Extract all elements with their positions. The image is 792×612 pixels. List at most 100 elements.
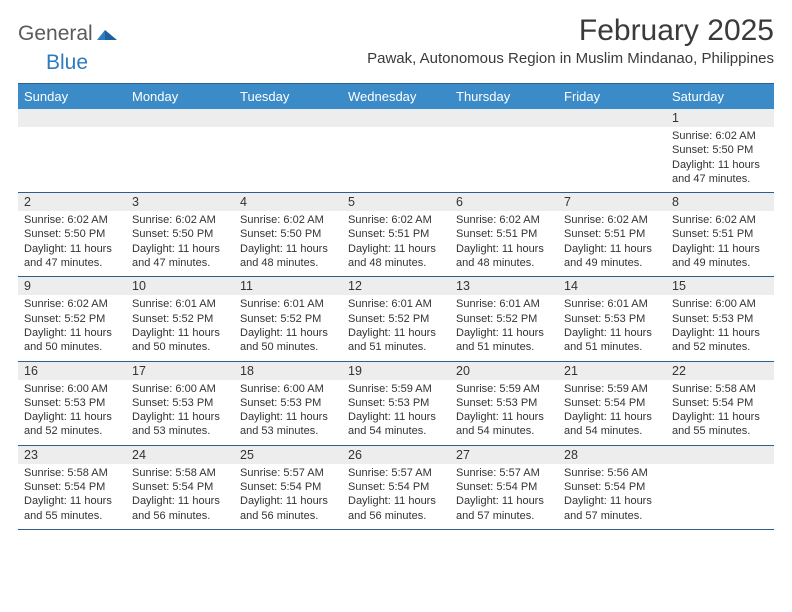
- day-cell: Sunrise: 6:02 AMSunset: 5:51 PMDaylight:…: [666, 211, 774, 276]
- sunset-text: Sunset: 5:54 PM: [564, 480, 660, 494]
- content-row: Sunrise: 6:02 AMSunset: 5:50 PMDaylight:…: [18, 211, 774, 276]
- daylight-text: Daylight: 11 hours and 57 minutes.: [456, 494, 552, 523]
- daynum-cell: 22: [666, 362, 774, 380]
- daynum-cell: 23: [18, 446, 126, 464]
- sunset-text: Sunset: 5:54 PM: [24, 480, 120, 494]
- sunrise-text: Sunrise: 6:02 AM: [24, 213, 120, 227]
- month-title: February 2025: [367, 14, 774, 48]
- daylight-text: Daylight: 11 hours and 49 minutes.: [672, 242, 768, 271]
- daylight-text: Daylight: 11 hours and 50 minutes.: [240, 326, 336, 355]
- daynum-cell: 4: [234, 193, 342, 211]
- day-cell: [126, 127, 234, 192]
- daynum-cell: [342, 109, 450, 127]
- day-header-saturday: Saturday: [666, 84, 774, 109]
- sunset-text: Sunset: 5:52 PM: [240, 312, 336, 326]
- day-cell: Sunrise: 6:02 AMSunset: 5:51 PMDaylight:…: [342, 211, 450, 276]
- day-cell: Sunrise: 5:57 AMSunset: 5:54 PMDaylight:…: [234, 464, 342, 529]
- day-cell: Sunrise: 5:57 AMSunset: 5:54 PMDaylight:…: [450, 464, 558, 529]
- day-cell: Sunrise: 6:00 AMSunset: 5:53 PMDaylight:…: [234, 380, 342, 445]
- sunset-text: Sunset: 5:54 PM: [456, 480, 552, 494]
- daynum-cell: 2: [18, 193, 126, 211]
- content-row: Sunrise: 6:02 AMSunset: 5:50 PMDaylight:…: [18, 127, 774, 192]
- daynum-cell: 14: [558, 277, 666, 295]
- day-cell: Sunrise: 6:00 AMSunset: 5:53 PMDaylight:…: [126, 380, 234, 445]
- sunset-text: Sunset: 5:51 PM: [672, 227, 768, 241]
- sunrise-text: Sunrise: 6:01 AM: [348, 297, 444, 311]
- week-block: 16171819202122Sunrise: 6:00 AMSunset: 5:…: [18, 362, 774, 446]
- content-row: Sunrise: 6:00 AMSunset: 5:53 PMDaylight:…: [18, 380, 774, 445]
- sunset-text: Sunset: 5:52 PM: [456, 312, 552, 326]
- daylight-text: Daylight: 11 hours and 51 minutes.: [564, 326, 660, 355]
- day-header-friday: Friday: [558, 84, 666, 109]
- daynum-cell: 26: [342, 446, 450, 464]
- sunset-text: Sunset: 5:52 PM: [348, 312, 444, 326]
- daynum-cell: 9: [18, 277, 126, 295]
- daynum-cell: 27: [450, 446, 558, 464]
- daynum-cell: 7: [558, 193, 666, 211]
- day-cell: Sunrise: 5:59 AMSunset: 5:54 PMDaylight:…: [558, 380, 666, 445]
- title-block: February 2025 Pawak, Autonomous Region i…: [367, 14, 774, 67]
- sunrise-text: Sunrise: 6:02 AM: [672, 213, 768, 227]
- daynum-cell: 28: [558, 446, 666, 464]
- daylight-text: Daylight: 11 hours and 53 minutes.: [132, 410, 228, 439]
- content-row: Sunrise: 6:02 AMSunset: 5:52 PMDaylight:…: [18, 295, 774, 360]
- day-cell: Sunrise: 5:58 AMSunset: 5:54 PMDaylight:…: [18, 464, 126, 529]
- daynum-cell: [666, 446, 774, 464]
- sunrise-text: Sunrise: 6:02 AM: [348, 213, 444, 227]
- sunrise-text: Sunrise: 5:57 AM: [456, 466, 552, 480]
- daylight-text: Daylight: 11 hours and 52 minutes.: [672, 326, 768, 355]
- daylight-text: Daylight: 11 hours and 51 minutes.: [456, 326, 552, 355]
- sunset-text: Sunset: 5:54 PM: [240, 480, 336, 494]
- day-header-row: Sunday Monday Tuesday Wednesday Thursday…: [18, 84, 774, 109]
- sunrise-text: Sunrise: 5:58 AM: [672, 382, 768, 396]
- sunset-text: Sunset: 5:52 PM: [132, 312, 228, 326]
- sunset-text: Sunset: 5:51 PM: [348, 227, 444, 241]
- sunrise-text: Sunrise: 5:59 AM: [564, 382, 660, 396]
- daylight-text: Daylight: 11 hours and 50 minutes.: [24, 326, 120, 355]
- sunset-text: Sunset: 5:54 PM: [564, 396, 660, 410]
- daylight-text: Daylight: 11 hours and 47 minutes.: [24, 242, 120, 271]
- daylight-text: Daylight: 11 hours and 56 minutes.: [240, 494, 336, 523]
- daynum-cell: 21: [558, 362, 666, 380]
- sunset-text: Sunset: 5:54 PM: [348, 480, 444, 494]
- sunrise-text: Sunrise: 6:02 AM: [24, 297, 120, 311]
- daynum-cell: 18: [234, 362, 342, 380]
- daynum-cell: 5: [342, 193, 450, 211]
- day-header-monday: Monday: [126, 84, 234, 109]
- daynum-cell: 6: [450, 193, 558, 211]
- daynum-cell: 16: [18, 362, 126, 380]
- weeks-container: 1Sunrise: 6:02 AMSunset: 5:50 PMDaylight…: [18, 109, 774, 530]
- sunset-text: Sunset: 5:50 PM: [672, 143, 768, 157]
- daylight-text: Daylight: 11 hours and 48 minutes.: [456, 242, 552, 271]
- day-cell: Sunrise: 6:01 AMSunset: 5:52 PMDaylight:…: [450, 295, 558, 360]
- daylight-text: Daylight: 11 hours and 52 minutes.: [24, 410, 120, 439]
- day-cell: [558, 127, 666, 192]
- day-cell: Sunrise: 5:58 AMSunset: 5:54 PMDaylight:…: [126, 464, 234, 529]
- daynum-row: 9101112131415: [18, 277, 774, 295]
- brand-logo: General: [18, 14, 121, 46]
- sunrise-text: Sunrise: 6:02 AM: [456, 213, 552, 227]
- day-cell: Sunrise: 6:00 AMSunset: 5:53 PMDaylight:…: [18, 380, 126, 445]
- daynum-cell: 25: [234, 446, 342, 464]
- sunset-text: Sunset: 5:54 PM: [672, 396, 768, 410]
- day-cell: [666, 464, 774, 529]
- daynum-cell: 8: [666, 193, 774, 211]
- daynum-cell: 20: [450, 362, 558, 380]
- daylight-text: Daylight: 11 hours and 54 minutes.: [348, 410, 444, 439]
- daynum-cell: 1: [666, 109, 774, 127]
- sunrise-text: Sunrise: 6:00 AM: [240, 382, 336, 396]
- daynum-cell: 13: [450, 277, 558, 295]
- day-cell: [234, 127, 342, 192]
- sunset-text: Sunset: 5:52 PM: [24, 312, 120, 326]
- day-cell: Sunrise: 6:02 AMSunset: 5:50 PMDaylight:…: [234, 211, 342, 276]
- sunrise-text: Sunrise: 5:59 AM: [348, 382, 444, 396]
- day-cell: Sunrise: 5:58 AMSunset: 5:54 PMDaylight:…: [666, 380, 774, 445]
- week-block: 9101112131415Sunrise: 6:02 AMSunset: 5:5…: [18, 277, 774, 361]
- week-block: 1Sunrise: 6:02 AMSunset: 5:50 PMDaylight…: [18, 109, 774, 193]
- day-cell: [450, 127, 558, 192]
- daynum-row: 1: [18, 109, 774, 127]
- sunrise-text: Sunrise: 6:02 AM: [564, 213, 660, 227]
- sunrise-text: Sunrise: 6:01 AM: [564, 297, 660, 311]
- daynum-cell: 24: [126, 446, 234, 464]
- sunset-text: Sunset: 5:51 PM: [564, 227, 660, 241]
